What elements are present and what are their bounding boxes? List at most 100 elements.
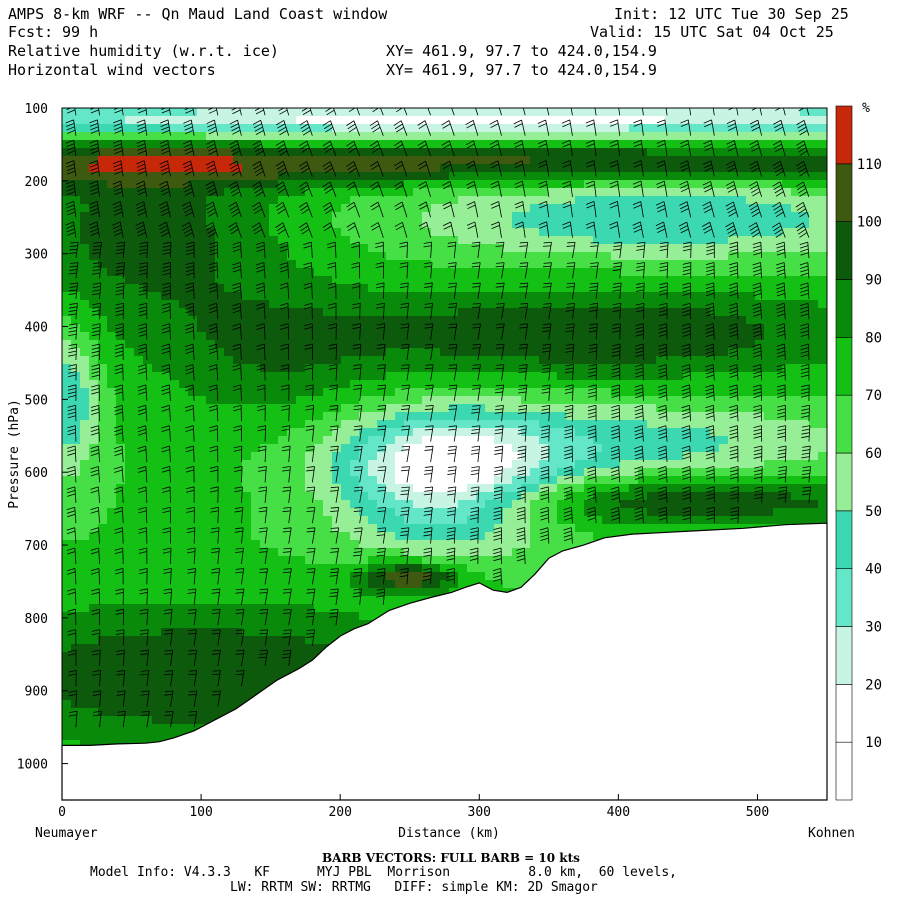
rh-cell <box>107 540 117 549</box>
rh-cell <box>206 396 216 405</box>
rh-cell <box>611 444 621 453</box>
rh-cell <box>413 548 423 557</box>
rh-cell <box>575 508 585 517</box>
rh-cell <box>89 332 99 341</box>
rh-cell <box>647 220 657 229</box>
rh-cell <box>206 228 216 237</box>
rh-cell <box>377 180 387 189</box>
rh-cell <box>539 260 549 269</box>
rh-cell <box>80 164 90 173</box>
rh-cell <box>170 292 180 301</box>
rh-cell <box>242 164 252 173</box>
rh-cell <box>269 564 279 573</box>
rh-cell <box>494 452 504 461</box>
rh-cell <box>746 436 756 445</box>
rh-cell <box>440 516 450 525</box>
rh-cell <box>557 380 567 389</box>
rh-cell <box>80 476 90 485</box>
rh-cell <box>602 252 612 261</box>
rh-cell <box>683 420 693 429</box>
rh-cell <box>656 452 666 461</box>
rh-cell <box>710 372 720 381</box>
rh-cell <box>467 188 477 197</box>
rh-cell <box>737 316 747 325</box>
rh-cell <box>791 180 801 189</box>
rh-cell <box>521 196 531 205</box>
rh-cell <box>503 108 513 117</box>
rh-cell <box>107 292 117 301</box>
rh-cell <box>296 188 306 197</box>
rh-cell <box>818 332 827 341</box>
rh-cell <box>314 276 324 285</box>
rh-cell <box>188 252 198 261</box>
rh-cell <box>548 460 558 469</box>
rh-cell <box>548 252 558 261</box>
rh-cell <box>710 260 720 269</box>
rh-cell <box>539 444 549 453</box>
rh-cell <box>179 372 189 381</box>
rh-cell <box>161 492 171 501</box>
rh-cell <box>134 148 144 157</box>
rh-cell <box>224 108 234 117</box>
rh-cell <box>134 188 144 197</box>
rh-cell <box>701 212 711 221</box>
rh-cell <box>818 452 827 461</box>
rh-cell <box>89 412 99 421</box>
rh-cell <box>764 436 774 445</box>
rh-cell <box>197 380 207 389</box>
rh-cell <box>458 412 468 421</box>
rh-cell <box>368 460 378 469</box>
rh-cell <box>296 436 306 445</box>
rh-cell <box>251 436 261 445</box>
rh-cell <box>629 172 639 181</box>
rh-cell <box>719 140 729 149</box>
rh-cell <box>800 220 810 229</box>
rh-cell <box>620 108 630 117</box>
rh-cell <box>620 404 630 413</box>
rh-cell <box>674 324 684 333</box>
rh-cell <box>323 476 333 485</box>
rh-cell <box>566 236 576 245</box>
rh-cell <box>305 116 315 125</box>
rh-cell <box>305 428 315 437</box>
rh-cell <box>359 548 369 557</box>
rh-cell <box>296 308 306 317</box>
rh-cell <box>413 116 423 125</box>
rh-cell <box>323 332 333 341</box>
rh-cell <box>791 116 801 125</box>
rh-cell <box>179 444 189 453</box>
rh-cell <box>557 204 567 213</box>
rh-cell <box>395 132 405 141</box>
rh-cell <box>737 276 747 285</box>
rh-cell <box>809 340 819 349</box>
rh-cell <box>125 292 135 301</box>
rh-cell <box>305 308 315 317</box>
rh-cell <box>233 452 243 461</box>
rh-cell <box>62 420 72 429</box>
rh-cell <box>458 348 468 357</box>
rh-cell <box>584 524 594 533</box>
rh-cell <box>170 196 180 205</box>
rh-cell <box>134 140 144 149</box>
rh-cell <box>107 444 117 453</box>
rh-cell <box>278 452 288 461</box>
rh-cell <box>107 452 117 461</box>
rh-cell <box>116 324 126 333</box>
rh-cell <box>503 492 513 501</box>
rh-cell <box>782 348 792 357</box>
rh-cell <box>116 196 126 205</box>
rh-cell <box>449 268 459 277</box>
rh-cell <box>260 564 270 573</box>
rh-cell <box>341 220 351 229</box>
rh-cell <box>143 508 153 517</box>
rh-cell <box>557 540 567 549</box>
rh-cell <box>557 180 567 189</box>
rh-cell <box>665 508 675 517</box>
rh-cell <box>701 108 711 117</box>
rh-cell <box>746 124 756 133</box>
rh-cell <box>629 220 639 229</box>
rh-cell <box>368 436 378 445</box>
rh-cell <box>314 404 324 413</box>
rh-cell <box>746 332 756 341</box>
rh-cell <box>593 116 603 125</box>
